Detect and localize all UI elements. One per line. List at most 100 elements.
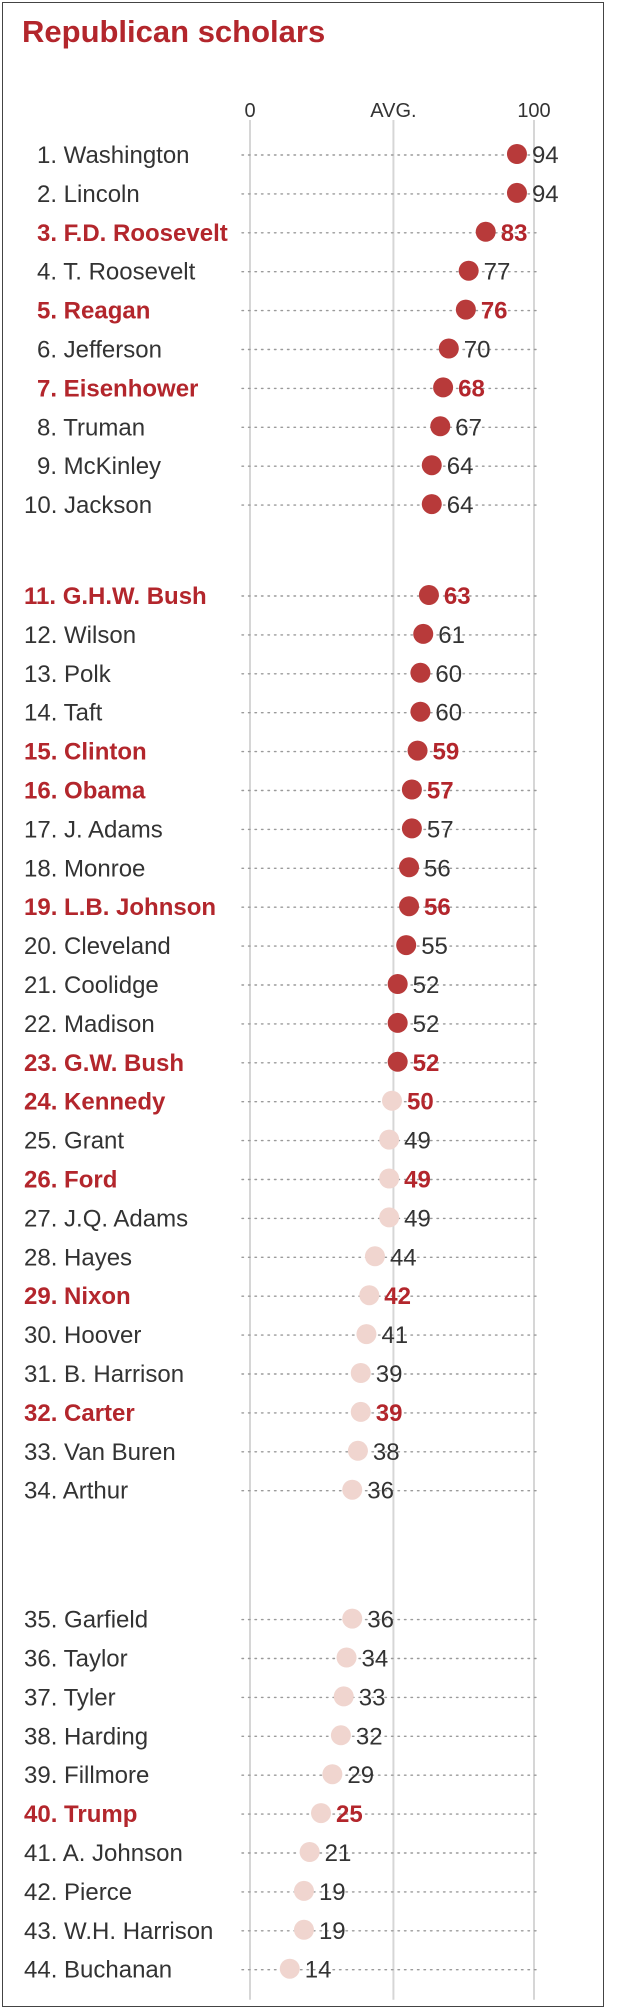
table-row: 14. Taft 60 bbox=[24, 700, 537, 727]
score-value: 33 bbox=[359, 1684, 386, 1711]
score-dot bbox=[475, 221, 496, 242]
table-row: 39. Fillmore 29 bbox=[24, 1762, 537, 1789]
president-label: 10. Jackson bbox=[24, 492, 152, 519]
table-row: 7. Eisenhower 68 bbox=[37, 375, 537, 402]
score-value: 61 bbox=[438, 622, 465, 649]
table-row: 29. Nixon 42 bbox=[24, 1283, 537, 1310]
x-tick-label: 100 bbox=[517, 100, 550, 122]
president-label: 30. Hoover bbox=[24, 1322, 141, 1349]
score-value: 64 bbox=[447, 492, 474, 519]
score-dot bbox=[379, 1129, 400, 1150]
score-value: 19 bbox=[319, 1879, 346, 1906]
president-label: 25. Grant bbox=[24, 1128, 124, 1155]
chart-rows: 1. Washington 94 2. Lincoln 94 3. F.D. Roose… bbox=[24, 142, 559, 1984]
table-row: 27. J.Q. Adams 49 bbox=[24, 1205, 537, 1232]
president-label: 18. Monroe bbox=[24, 855, 145, 882]
score-dot bbox=[387, 1051, 408, 1072]
president-label: 11. G.H.W. Bush bbox=[24, 583, 207, 610]
table-row: 19. L.B. Johnson 56 bbox=[24, 894, 537, 921]
table-row: 16. Obama 57 bbox=[24, 778, 537, 805]
score-dot bbox=[350, 1401, 371, 1422]
president-label: 3. F.D. Roosevelt bbox=[37, 220, 228, 247]
score-value: 42 bbox=[384, 1283, 411, 1310]
score-value: 70 bbox=[464, 337, 491, 364]
table-row: 33. Van Buren 38 bbox=[24, 1439, 537, 1466]
score-value: 49 bbox=[404, 1205, 431, 1232]
president-label: 38. Harding bbox=[24, 1723, 148, 1750]
president-label: 2. Lincoln bbox=[37, 181, 140, 208]
score-value: 49 bbox=[404, 1128, 431, 1155]
table-row: 32. Carter 39 bbox=[24, 1400, 537, 1427]
score-dot bbox=[364, 1246, 385, 1267]
score-dot bbox=[382, 1090, 402, 1111]
chart-frame bbox=[2, 2, 604, 2007]
president-label: 33. Van Buren bbox=[24, 1439, 176, 1466]
table-row: 44. Buchanan 14 bbox=[24, 1957, 537, 1984]
president-label: 13. Polk bbox=[24, 661, 112, 688]
president-label: 28. Hayes bbox=[24, 1244, 132, 1271]
score-dot bbox=[421, 455, 442, 476]
score-dot bbox=[399, 896, 420, 917]
score-value: 77 bbox=[484, 259, 511, 286]
score-value: 21 bbox=[325, 1840, 352, 1867]
president-label: 26. Ford bbox=[24, 1167, 117, 1194]
president-label: 1. Washington bbox=[37, 142, 190, 169]
president-label: 34. Arthur bbox=[24, 1478, 128, 1505]
table-row: 41. A. Johnson 21 bbox=[24, 1840, 537, 1867]
president-label: 16. Obama bbox=[24, 778, 146, 805]
president-label: 37. Tyler bbox=[24, 1684, 116, 1711]
table-row: 25. Grant 49 bbox=[24, 1128, 537, 1155]
table-row: 12. Wilson 61 bbox=[24, 622, 537, 649]
score-value: 34 bbox=[362, 1646, 389, 1673]
table-row: 20. Cleveland 55 bbox=[24, 933, 537, 960]
score-dot bbox=[413, 623, 434, 644]
table-row: 4. T. Roosevelt 77 bbox=[37, 259, 537, 286]
score-dot bbox=[455, 299, 476, 320]
table-row: 42. Pierce 19 bbox=[24, 1879, 537, 1906]
score-dot bbox=[299, 1842, 320, 1862]
table-row: 34. Arthur 36 bbox=[24, 1478, 537, 1505]
score-dot bbox=[293, 1880, 314, 1901]
score-value: 56 bbox=[424, 855, 451, 882]
president-label: 24. Kennedy bbox=[24, 1089, 166, 1116]
score-dot bbox=[359, 1285, 380, 1306]
score-value: 57 bbox=[427, 778, 454, 805]
score-dot bbox=[356, 1324, 377, 1345]
president-label: 31. B. Harrison bbox=[24, 1361, 184, 1388]
score-value: 19 bbox=[319, 1918, 346, 1945]
table-row: 23. G.W. Bush 52 bbox=[24, 1050, 537, 1077]
score-dot bbox=[311, 1803, 331, 1824]
president-label: 42. Pierce bbox=[24, 1879, 132, 1906]
table-row: 17. J. Adams 57 bbox=[24, 816, 537, 843]
score-value: 64 bbox=[447, 453, 474, 480]
score-dot bbox=[506, 144, 527, 164]
table-row: 21. Coolidge 52 bbox=[24, 972, 537, 999]
score-dot bbox=[410, 701, 431, 722]
table-row: 37. Tyler 33 bbox=[24, 1684, 537, 1711]
score-value: 36 bbox=[367, 1607, 394, 1634]
x-tick-label: AVG. bbox=[370, 100, 416, 122]
score-value: 29 bbox=[347, 1762, 374, 1789]
president-label: 41. A. Johnson bbox=[24, 1840, 183, 1867]
table-row: 40. Trump 25 bbox=[24, 1801, 537, 1828]
score-value: 50 bbox=[407, 1089, 434, 1116]
score-dot bbox=[379, 1168, 400, 1189]
score-value: 76 bbox=[481, 298, 508, 325]
score-dot bbox=[387, 974, 408, 994]
score-dot bbox=[410, 662, 431, 683]
president-label: 32. Carter bbox=[24, 1400, 135, 1427]
president-label: 6. Jefferson bbox=[37, 337, 162, 364]
score-value: 67 bbox=[455, 414, 482, 441]
president-label: 29. Nixon bbox=[24, 1283, 131, 1310]
president-label: 19. L.B. Johnson bbox=[24, 894, 216, 921]
score-value: 41 bbox=[381, 1322, 408, 1349]
score-value: 94 bbox=[532, 181, 559, 208]
score-dot bbox=[342, 1608, 363, 1629]
score-dot bbox=[438, 338, 459, 359]
score-value: 52 bbox=[413, 1011, 440, 1038]
table-row: 6. Jefferson 70 bbox=[37, 337, 537, 364]
president-label: 22. Madison bbox=[24, 1011, 155, 1038]
score-dot bbox=[433, 377, 454, 398]
president-label: 36. Taylor bbox=[24, 1646, 128, 1673]
